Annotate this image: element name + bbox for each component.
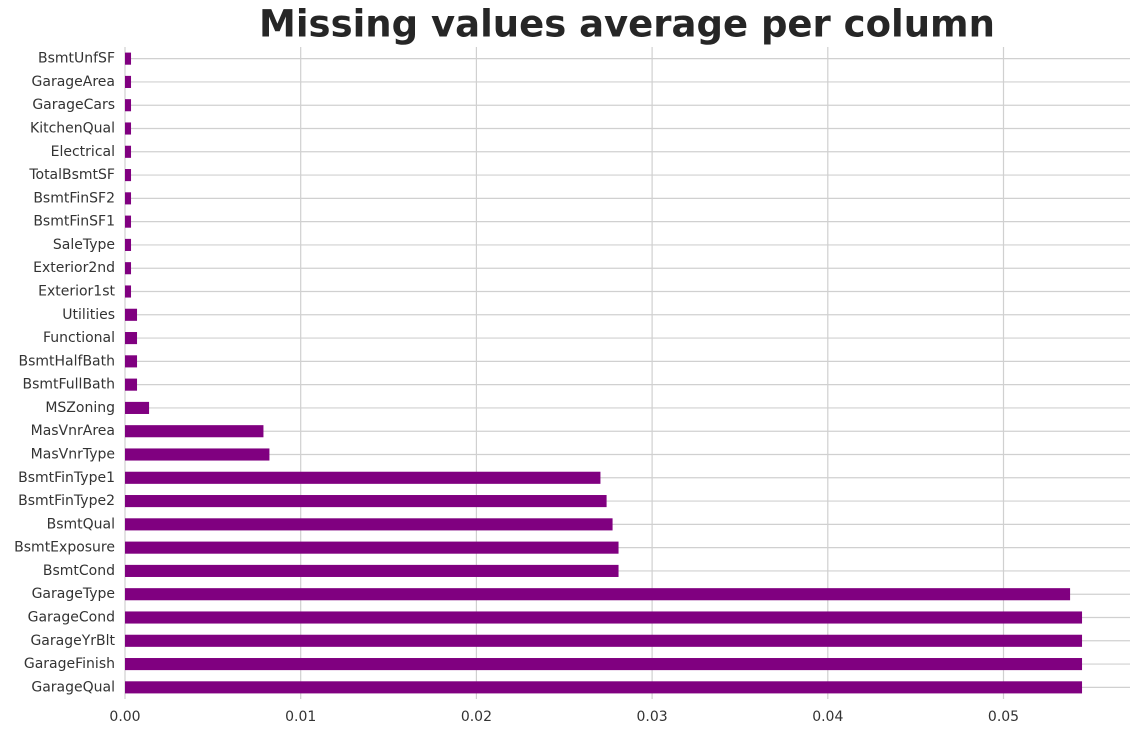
bar [125,564,619,577]
y-tick-label: BsmtCond [43,563,115,579]
chart-title: Missing values average per column [259,3,995,46]
bar [125,541,619,554]
y-tick-label: BsmtFinType1 [18,470,115,486]
bar [125,471,601,484]
bar [125,75,132,88]
bar [125,634,1083,647]
bar [125,169,132,182]
y-tick-label: MasVnrType [31,447,115,463]
y-tick-label: GarageQual [31,679,115,695]
x-tick-label: 0.02 [461,709,492,725]
y-tick-label: GarageYrBlt [30,633,115,649]
bar [125,355,138,368]
y-tick-label: BsmtFinSF1 [33,214,115,230]
y-tick-label: GarageCars [32,97,115,113]
bar [125,658,1083,671]
bar [125,262,132,275]
bar [125,122,132,135]
y-tick-label: TotalBsmtSF [28,167,115,183]
bar [125,378,138,391]
y-tick-label: GarageCond [28,610,115,626]
bar [125,681,1083,694]
y-tick-label: Functional [43,330,115,346]
bar [125,425,264,438]
x-tick-label: 0.03 [637,709,668,725]
bar [125,401,150,414]
y-tick-label: KitchenQual [30,121,115,137]
bar [125,192,132,205]
y-tick-label: BsmtExposure [14,540,115,556]
y-tick-label: BsmtFinType2 [18,493,115,509]
x-tick-label: 0.00 [109,709,140,725]
x-tick-label: 0.01 [285,709,316,725]
bar [125,448,270,461]
bar [125,308,138,321]
bar [125,332,138,345]
y-tick-label: BsmtFullBath [22,377,115,393]
y-tick-label: Exterior2nd [33,260,115,276]
x-tick-label: 0.04 [812,709,843,725]
bar [125,588,1071,601]
bar [125,238,132,251]
x-tick-label: 0.05 [988,709,1019,725]
bar [125,215,132,228]
y-tick-label: Utilities [62,307,115,323]
y-tick-label: BsmtUnfSF [38,51,115,67]
y-tick-label: Exterior1st [38,284,115,300]
y-tick-label: SaleType [53,237,115,253]
bar [125,52,132,65]
y-tick-label: MasVnrArea [31,423,115,439]
bar [125,518,613,531]
bar [125,611,1083,624]
bar [125,145,132,158]
bar [125,495,607,508]
bar [125,285,132,298]
y-tick-label: GarageFinish [24,656,115,672]
y-tick-label: GarageType [32,586,115,602]
y-tick-label: GarageArea [32,74,115,90]
y-tick-label: BsmtFinSF2 [33,190,115,206]
y-tick-label: BsmtHalfBath [19,353,116,369]
bar [125,99,132,112]
y-tick-label: MSZoning [45,400,115,416]
y-tick-label: Electrical [51,144,115,160]
y-tick-label: BsmtQual [47,516,115,532]
